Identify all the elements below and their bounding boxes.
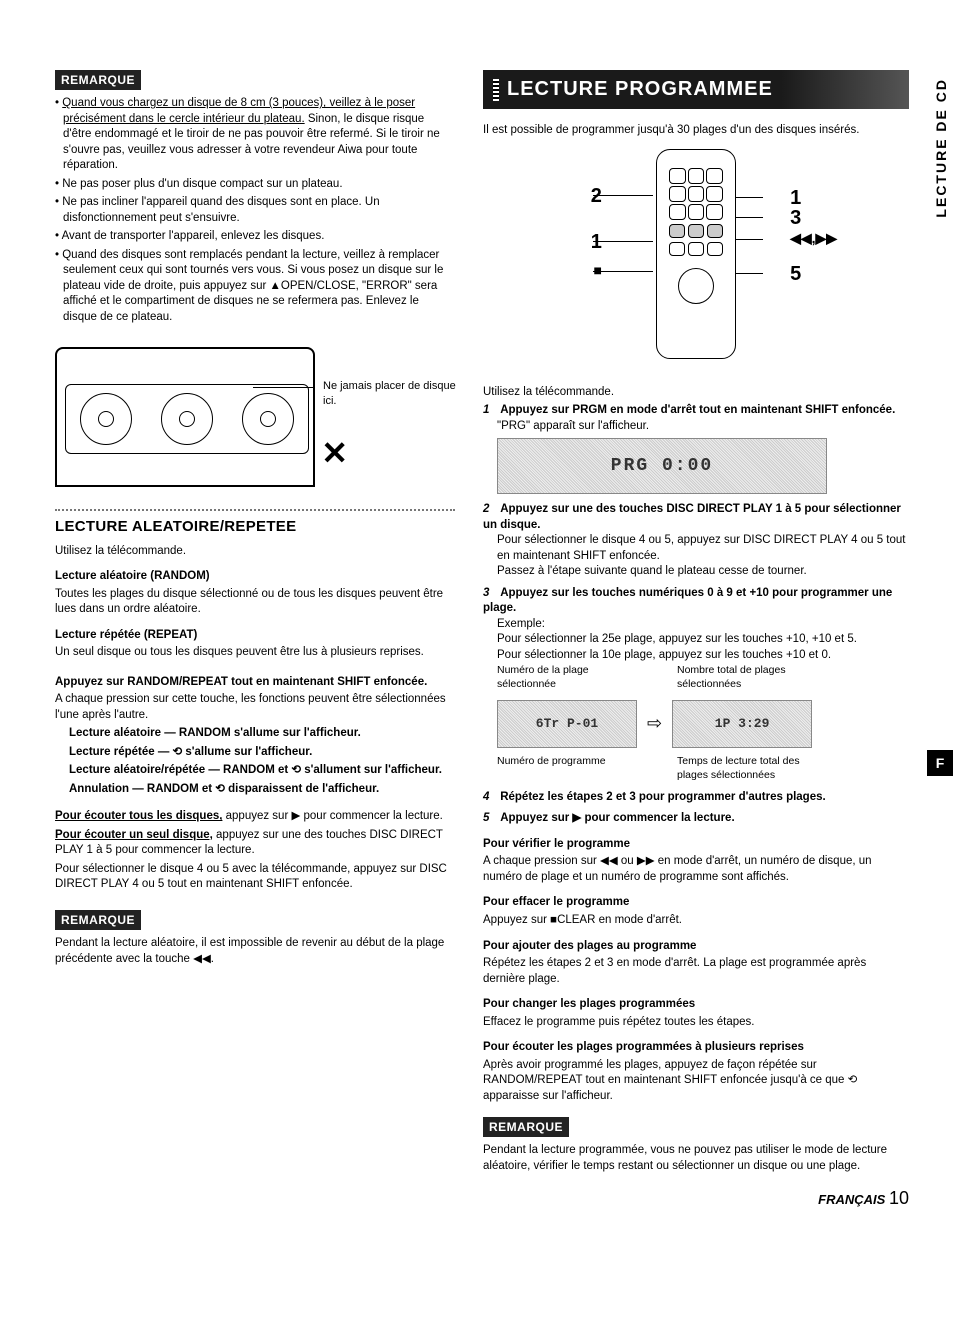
remark-bullets: Quand vous chargez un disque de 8 cm (3 …	[55, 96, 455, 325]
random-title: Lecture aléatoire (RANDOM)	[55, 569, 455, 585]
remote-callout-1b: 1	[591, 229, 602, 256]
step-4: 4 Répétez les étapes 2 et 3 pour program…	[483, 790, 909, 806]
caption-row-top: Numéro de la plage sélectionnée Nombre t…	[497, 663, 909, 691]
page-root: REMARQUE Quand vous chargez un disque de…	[55, 70, 909, 1211]
bullet-item: Quand vous chargez un disque de 8 cm (3 …	[55, 96, 455, 174]
random-body: Toutes les plages du disque sélectionné …	[55, 587, 455, 618]
bullet-item: Avant de transporter l'appareil, enlevez…	[55, 229, 455, 245]
prog-intro: Il est possible de programmer jusqu'à 30…	[483, 123, 909, 139]
clear-body: Appuyez sur ■CLEAR en mode d'arrêt.	[483, 913, 909, 929]
all-discs: Pour écouter tous les disques, appuyez s…	[55, 809, 455, 825]
bullet-item: Ne pas poser plus d'un disque compact su…	[55, 177, 455, 193]
mode-random: Lecture aléatoire — RANDOM s'allume sur …	[55, 726, 455, 742]
display-mini-a: 6Tr P-01	[497, 700, 637, 748]
caption-row-bottom: Numéro de programme Temps de lecture tot…	[497, 754, 909, 782]
repeat-prog-title: Pour écouter les plages programmées à pl…	[483, 1040, 909, 1056]
use-remote: Utilisez la télécommande.	[483, 385, 909, 401]
figure-caption: Ne jamais placer de disque ici.	[323, 379, 463, 409]
section-title-text: LECTURE PROGRAMMEE	[507, 76, 773, 103]
step-3: 3 Appuyez sur les touches numériques 0 à…	[483, 586, 909, 782]
remote-callout-arrows: ◀◀,▶▶	[790, 229, 837, 248]
add-title: Pour ajouter des plages au programme	[483, 939, 909, 955]
vertical-tab-label: LECTURE DE CD	[932, 78, 951, 218]
repeat-body: Un seul disque ou tous les disques peuve…	[55, 645, 455, 661]
stripe-icon	[493, 79, 499, 101]
mode-cancel: Annulation — RANDOM et ⟲ disparaissent d…	[55, 782, 455, 798]
right-column: LECTURE DE CD F LECTURE PROGRAMMEE Il es…	[483, 70, 909, 1211]
change-body: Effacez le programme puis répétez toutes…	[483, 1015, 909, 1031]
clear-title: Pour effacer le programme	[483, 895, 909, 911]
repeat-title: Lecture répétée (REPEAT)	[55, 628, 455, 644]
one-disc: Pour écouter un seul disque, appuyez sur…	[55, 828, 455, 859]
arrow-right-icon: ⇨	[647, 711, 662, 735]
remark-badge-3: REMARQUE	[483, 1117, 569, 1137]
mode-repeat: Lecture répétée — ⟲ s'allume sur l'affic…	[55, 745, 455, 761]
add-body: Répétez les étapes 2 et 3 en mode d'arrê…	[483, 956, 909, 987]
cd-tray-figure: ✕ Ne jamais placer de disque ici.	[55, 335, 455, 499]
section-title-bar: LECTURE PROGRAMMEE	[483, 70, 909, 109]
remark-2-body: Pendant la lecture aléatoire, il est imp…	[55, 936, 455, 967]
repeat-prog-body: Après avoir programmé les plages, appuye…	[483, 1058, 909, 1105]
verify-body: A chaque pression sur ◀◀ ou ▶▶ en mode d…	[483, 854, 909, 885]
x-mark-icon: ✕	[321, 432, 348, 475]
remote-callout-3: 3	[790, 205, 801, 232]
step-2: 2 Appuyez sur une des touches DISC DIREC…	[483, 502, 909, 580]
change-title: Pour changer les plages programmées	[483, 997, 909, 1013]
one-disc-note: Pour sélectionner le disque 4 ou 5 avec …	[55, 862, 455, 893]
remark-badge-2: REMARQUE	[55, 910, 141, 930]
bullet-item: Quand des disques sont remplacés pendant…	[55, 248, 455, 326]
remote-callout-5: 5	[790, 261, 801, 288]
press-title: Appuyez sur RANDOM/REPEAT tout en mainte…	[55, 675, 455, 691]
language-tab-f: F	[927, 750, 953, 776]
intro-text: Utilisez la télécommande.	[55, 544, 455, 560]
left-column: REMARQUE Quand vous chargez un disque de…	[55, 70, 455, 1211]
step-1: 1 Appuyez sur PRGM en mode d'arrêt tout …	[483, 403, 909, 494]
bullet-item: Ne pas incliner l'appareil quand des dis…	[55, 195, 455, 226]
remark-badge-1: REMARQUE	[55, 70, 141, 90]
display-mini-b: 1P 3:29	[672, 700, 812, 748]
display-panel-prg: PRG 0:00	[497, 438, 827, 494]
page-footer: FRANÇAIS 10	[483, 1186, 909, 1210]
remark-3-body: Pendant la lecture programmée, vous ne p…	[483, 1143, 909, 1174]
mode-both: Lecture aléatoire/répétée — RANDOM et ⟲ …	[55, 763, 455, 779]
press-intro: A chaque pression sur cette touche, les …	[55, 692, 455, 723]
verify-title: Pour vérifier le programme	[483, 837, 909, 853]
section-title-random-repeat: LECTURE ALEATOIRE/REPETEE	[55, 509, 455, 537]
remote-figure: 2 1 3 1 ◀◀,▶▶ ■ 5	[483, 149, 909, 369]
cd-tray-diagram: ✕ Ne jamais placer de disque ici.	[55, 347, 315, 487]
remote-callout-2: 2	[591, 183, 602, 210]
display-pair: 6Tr P-01 ⇨ 1P 3:29	[497, 700, 909, 748]
step-5: 5 Appuyez sur ▶ pour commencer la lectur…	[483, 811, 909, 827]
remote-control-diagram	[656, 149, 736, 359]
